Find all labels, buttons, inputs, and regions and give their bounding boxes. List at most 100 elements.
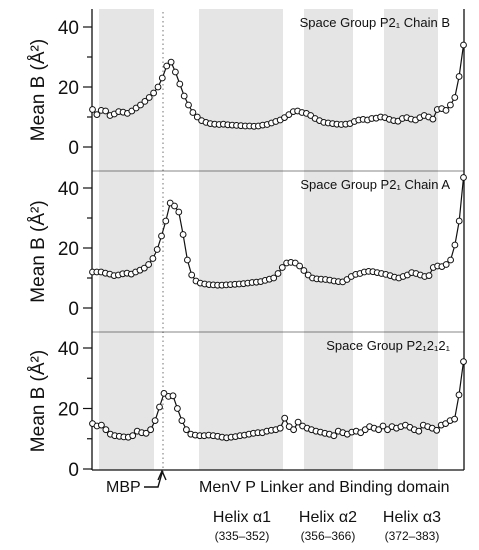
- data-point: [455, 73, 463, 80]
- data-point: [154, 83, 162, 91]
- panel-2: 0 20 40 Mean B (Å²) Space Group P2₁ Chain A: [28, 171, 467, 333]
- y-axis-title: Mean B (Å²): [28, 39, 49, 141]
- data-point: [145, 94, 153, 101]
- data-point: [188, 271, 196, 279]
- data-point: [150, 89, 158, 97]
- panel-title: Space Group P2₁ Chain B: [300, 15, 450, 30]
- data-point: [179, 231, 187, 238]
- y-tick-label-40: 40: [58, 339, 79, 360]
- data-point: [98, 421, 105, 429]
- data-point: [276, 424, 284, 432]
- shade-helix-1-panel-1: [199, 9, 283, 171]
- shaded-regions: [99, 9, 438, 470]
- mbp-arrow-icon: [144, 472, 163, 488]
- y-tick-label-0: 0: [68, 138, 79, 159]
- shade-mbp-panel-3: [99, 332, 154, 470]
- data-point: [169, 392, 177, 400]
- y-tick-label-0: 0: [68, 299, 79, 320]
- panel-3: 0 20 40 Mean B (Å²) Space Group P2₁2₁2₁: [28, 332, 467, 481]
- data-point: [460, 174, 467, 181]
- data-point: [447, 256, 455, 264]
- data-point: [162, 217, 170, 225]
- shade-helix-1-panel-3: [199, 332, 283, 470]
- data-point: [451, 94, 459, 101]
- y-tick-label-40: 40: [58, 179, 79, 200]
- shade-helix-2-panel-1: [304, 9, 353, 171]
- data-point: [142, 429, 150, 437]
- y-tick-label-20: 20: [58, 400, 79, 421]
- data-point: [433, 426, 441, 434]
- data-point: [184, 256, 191, 264]
- data-point: [141, 98, 149, 105]
- data-point: [174, 405, 181, 412]
- shade-helix-3-panel-2: [384, 171, 438, 332]
- data-point: [300, 267, 308, 274]
- data-point: [442, 107, 450, 114]
- data-point: [357, 429, 365, 437]
- data-point: [158, 74, 166, 82]
- data-point: [172, 68, 179, 76]
- data-point: [455, 217, 463, 225]
- data-point: [375, 426, 383, 434]
- data-point: [183, 426, 190, 434]
- data-point: [384, 426, 391, 434]
- data-point: [129, 432, 137, 440]
- data-point: [149, 255, 157, 262]
- data-point: [171, 202, 178, 210]
- data-point: [102, 426, 110, 434]
- data-point: [379, 422, 387, 430]
- shade-helix-3-panel-3: [384, 332, 438, 470]
- y-tick-label-0: 0: [68, 460, 79, 481]
- data-point: [294, 418, 302, 426]
- shade-helix-3-panel-1: [384, 9, 438, 171]
- data-point: [167, 58, 175, 66]
- data-point: [137, 101, 144, 109]
- data-point: [460, 41, 467, 49]
- data-point: [447, 101, 454, 109]
- shade-helix-2-panel-2: [304, 171, 353, 332]
- data-point: [93, 111, 101, 118]
- helix1-range: (335–352): [215, 529, 270, 543]
- data-point: [330, 432, 338, 440]
- helix3-name: Helix α3: [383, 509, 441, 526]
- data-point: [102, 107, 109, 115]
- shade-helix-1-panel-2: [199, 171, 283, 332]
- mbp-label: MBP: [106, 479, 141, 496]
- data-point: [270, 274, 278, 282]
- data-point: [442, 261, 450, 268]
- data-point: [460, 358, 467, 366]
- data-point: [442, 420, 450, 428]
- y-tick-label-40: 40: [58, 18, 79, 39]
- data-point: [175, 208, 183, 216]
- data-point: [185, 101, 192, 109]
- data-point: [163, 62, 171, 70]
- y-tick-label-20: 20: [58, 78, 79, 99]
- y-axis-title: Mean B (Å²): [28, 350, 49, 452]
- data-point: [451, 241, 459, 249]
- panel-1: 0 20 40 Mean B (Å²) Space Group P2₁ Chain B: [28, 9, 467, 172]
- data-point: [147, 426, 155, 434]
- domain-label: MenV P Linker and Binding domain: [199, 479, 450, 496]
- data-point: [193, 113, 201, 121]
- arrow-head-icon: [157, 469, 167, 481]
- data-point: [89, 106, 96, 113]
- data-point: [145, 261, 153, 268]
- shade-helix-2-panel-3: [304, 332, 353, 470]
- data-point: [158, 232, 165, 240]
- data-point: [140, 264, 148, 272]
- data-point: [296, 262, 304, 270]
- data-point: [156, 403, 163, 411]
- helix2-name: Helix α2: [299, 509, 357, 526]
- data-point: [274, 270, 282, 277]
- data-point: [180, 92, 188, 100]
- data-point: [176, 80, 184, 88]
- data-point: [415, 427, 423, 435]
- data-point: [290, 426, 298, 434]
- panel-title: Space Group P2₁2₁2₁: [326, 338, 450, 353]
- y-tick-label-20: 20: [58, 239, 79, 260]
- y-axis-title: Mean B (Å²): [28, 200, 49, 302]
- data-point: [151, 417, 159, 425]
- data-point: [455, 391, 463, 399]
